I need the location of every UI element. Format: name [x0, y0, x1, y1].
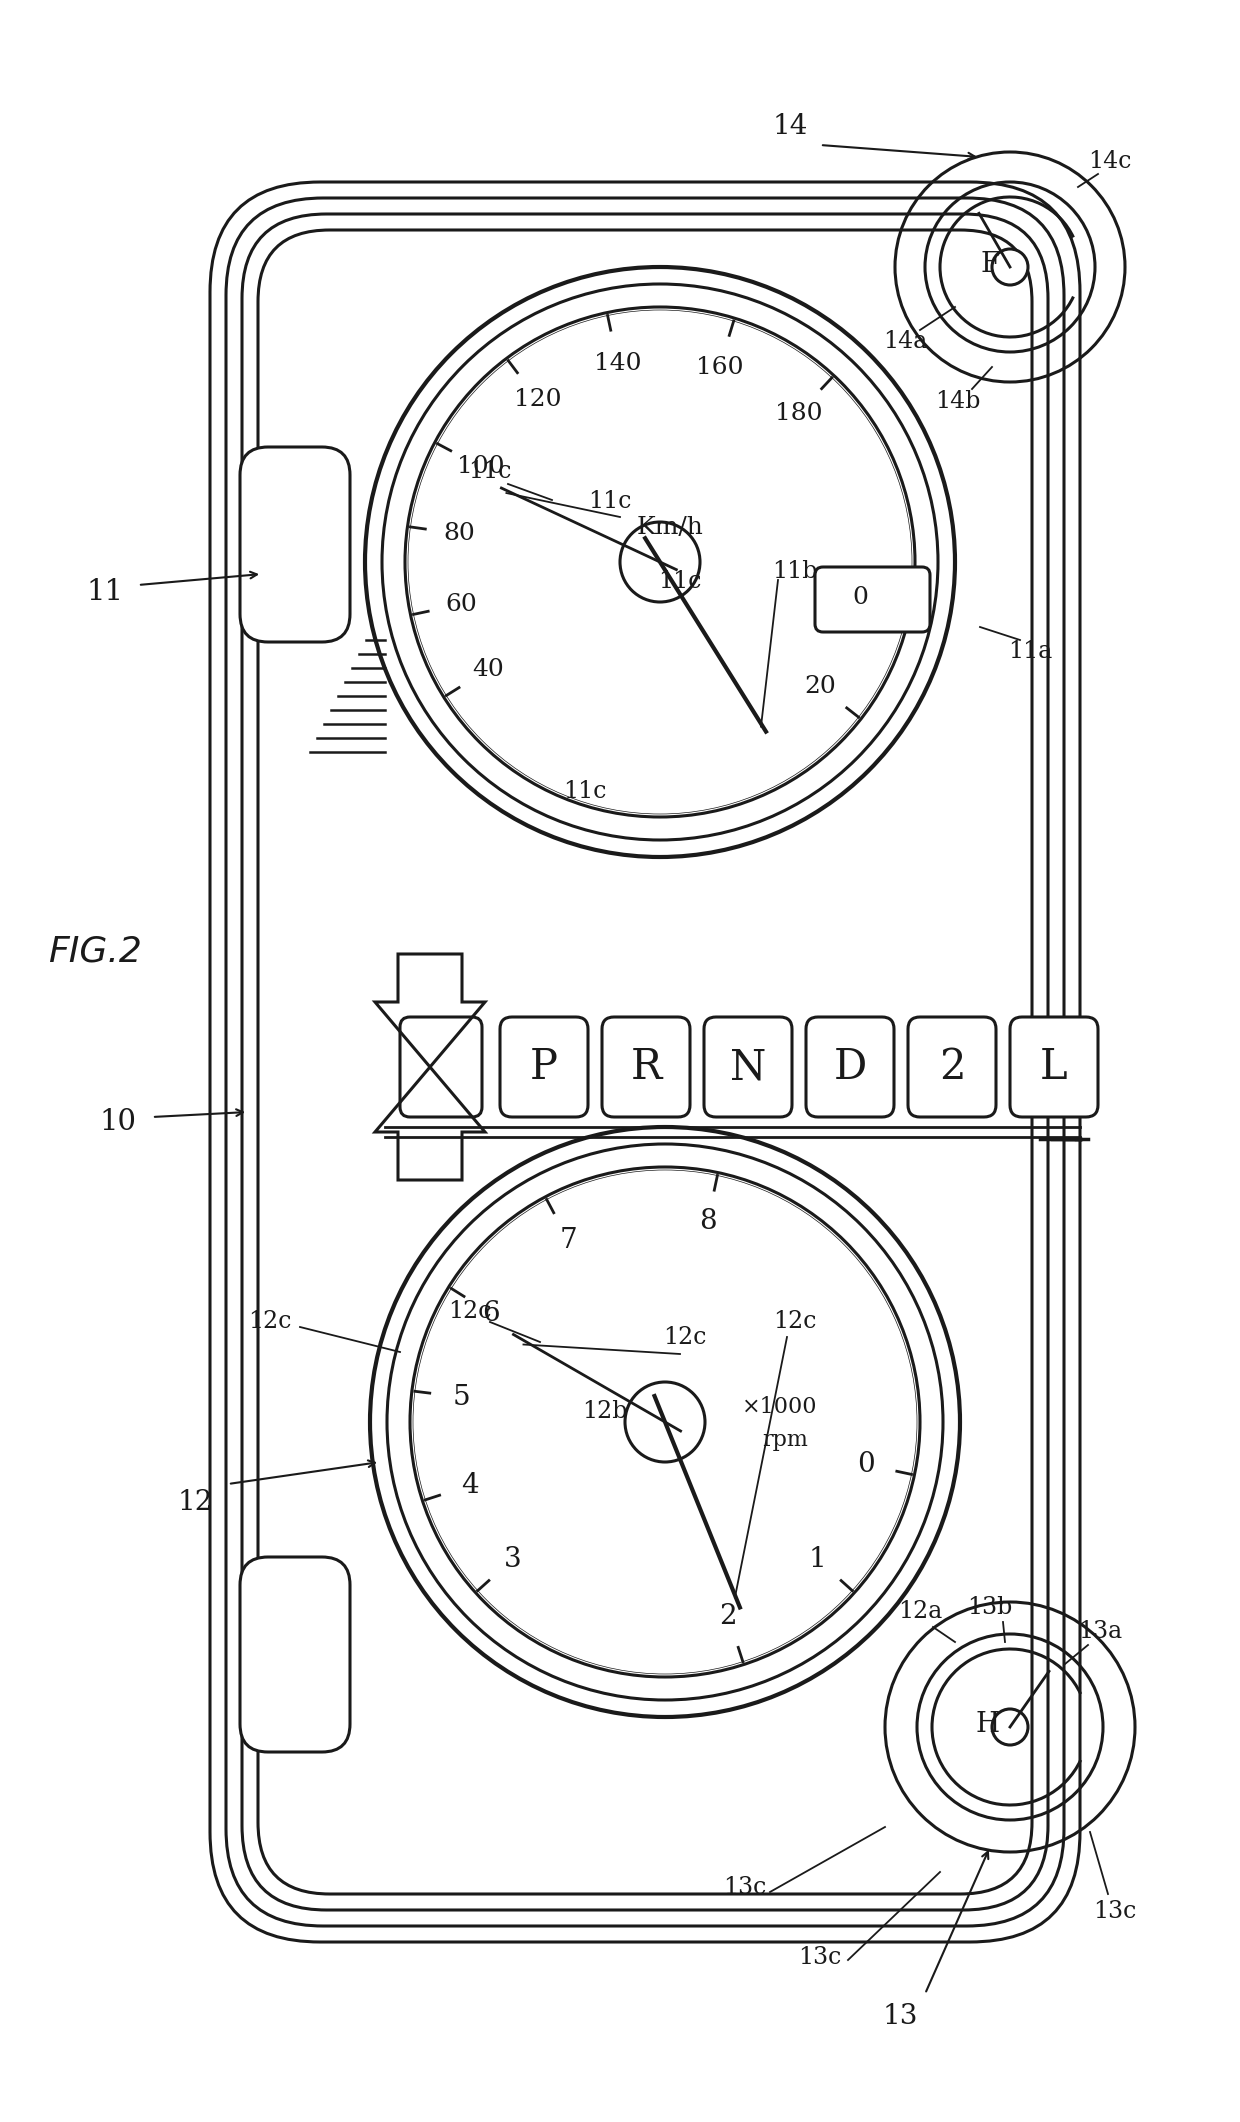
FancyBboxPatch shape: [226, 197, 1064, 1927]
Text: 13c: 13c: [799, 1946, 842, 1969]
FancyBboxPatch shape: [210, 182, 1080, 1942]
Text: 12a: 12a: [898, 1600, 942, 1623]
FancyBboxPatch shape: [242, 214, 1048, 1910]
Text: 11c: 11c: [658, 571, 702, 594]
FancyBboxPatch shape: [241, 448, 350, 643]
FancyBboxPatch shape: [241, 1558, 350, 1753]
Text: 1: 1: [808, 1545, 826, 1572]
FancyBboxPatch shape: [704, 1016, 792, 1116]
Circle shape: [408, 310, 911, 815]
Text: 80: 80: [443, 522, 475, 545]
Text: 100: 100: [458, 456, 505, 477]
Text: rpm: rpm: [763, 1428, 808, 1451]
Circle shape: [620, 522, 701, 603]
Text: 2: 2: [939, 1046, 965, 1089]
Text: 11c: 11c: [563, 781, 606, 804]
Circle shape: [413, 1169, 918, 1674]
Circle shape: [625, 1381, 706, 1462]
Text: 20: 20: [804, 675, 836, 698]
Text: 14: 14: [773, 112, 807, 140]
Text: 11a: 11a: [1008, 641, 1052, 664]
Text: H: H: [976, 1710, 1001, 1738]
FancyBboxPatch shape: [500, 1016, 588, 1116]
Text: R: R: [630, 1046, 662, 1089]
Text: 13b: 13b: [967, 1596, 1013, 1619]
Text: 180: 180: [775, 401, 822, 424]
Text: 7: 7: [560, 1227, 578, 1254]
FancyBboxPatch shape: [258, 229, 1032, 1895]
Text: 6: 6: [482, 1301, 500, 1326]
Text: 3: 3: [503, 1545, 522, 1572]
Text: 2: 2: [719, 1604, 737, 1630]
Text: 4: 4: [461, 1473, 479, 1498]
FancyBboxPatch shape: [806, 1016, 894, 1116]
Text: N: N: [730, 1046, 766, 1089]
Text: 11c: 11c: [469, 460, 512, 484]
Text: 8: 8: [699, 1207, 717, 1235]
FancyBboxPatch shape: [1011, 1016, 1097, 1116]
Text: 0: 0: [852, 586, 868, 609]
Text: 11: 11: [87, 577, 124, 607]
Text: 12c: 12c: [248, 1311, 291, 1333]
Text: 11c: 11c: [588, 490, 631, 514]
Text: F: F: [981, 250, 999, 278]
Text: 12c: 12c: [449, 1301, 492, 1324]
Text: 12: 12: [177, 1488, 213, 1515]
Text: D: D: [833, 1046, 867, 1089]
Text: 11b: 11b: [773, 560, 817, 584]
Text: 12b: 12b: [583, 1401, 627, 1424]
Text: 13a: 13a: [1078, 1621, 1122, 1645]
Text: FIG.2: FIG.2: [48, 936, 141, 970]
FancyBboxPatch shape: [401, 1016, 482, 1116]
Text: 60: 60: [445, 592, 477, 615]
Text: 14a: 14a: [883, 331, 928, 354]
FancyBboxPatch shape: [908, 1016, 996, 1116]
Text: 5: 5: [453, 1384, 470, 1411]
Text: 160: 160: [696, 356, 743, 380]
Text: 40: 40: [472, 658, 503, 681]
Text: 120: 120: [515, 388, 562, 412]
Text: L: L: [1040, 1046, 1068, 1089]
Text: 14b: 14b: [935, 390, 981, 414]
FancyBboxPatch shape: [815, 567, 930, 632]
Text: 0: 0: [857, 1451, 874, 1479]
Text: 10: 10: [99, 1108, 136, 1135]
Text: 13c: 13c: [723, 1876, 766, 1899]
Circle shape: [992, 248, 1028, 284]
Text: Km/h: Km/h: [636, 516, 703, 539]
Text: 140: 140: [594, 352, 641, 376]
Text: P: P: [529, 1046, 558, 1089]
Text: 13c: 13c: [1094, 1901, 1137, 1923]
Text: ×1000: ×1000: [743, 1396, 817, 1417]
FancyBboxPatch shape: [601, 1016, 689, 1116]
Text: 12c: 12c: [663, 1326, 707, 1347]
Text: 12c: 12c: [774, 1311, 817, 1333]
Text: 14c: 14c: [1089, 151, 1132, 174]
Text: 13: 13: [883, 2003, 918, 2031]
Circle shape: [992, 1708, 1028, 1744]
